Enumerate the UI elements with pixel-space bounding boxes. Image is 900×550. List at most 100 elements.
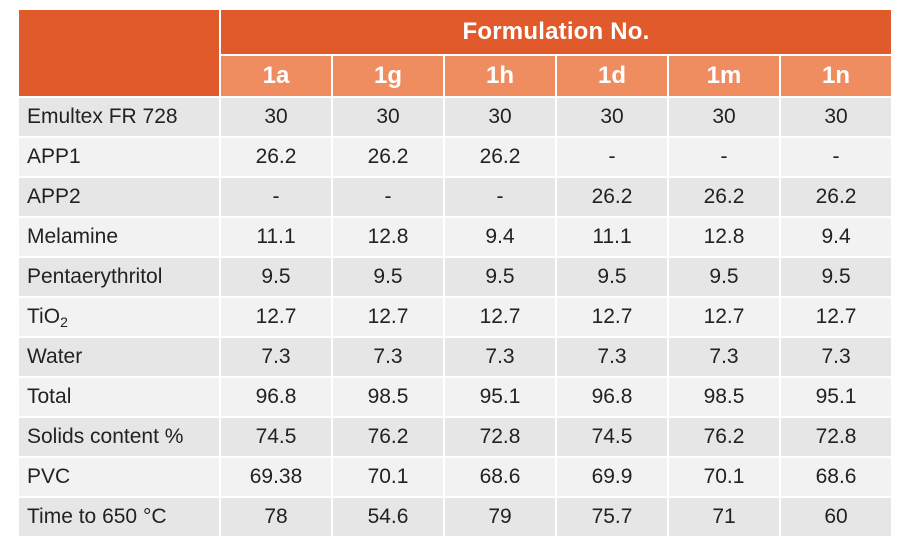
table-cell: 72.8 bbox=[781, 416, 892, 456]
table-cell: 60 bbox=[781, 496, 892, 536]
table-cell: 26.2 bbox=[221, 136, 331, 176]
table-cell: 12.7 bbox=[333, 296, 443, 336]
row-label-text: Water bbox=[27, 345, 83, 368]
table-header: Formulation No. 1a 1g 1h 1d 1m 1n bbox=[19, 10, 892, 96]
column-header: 1h bbox=[445, 54, 555, 96]
table-cell: 9.4 bbox=[781, 216, 892, 256]
table-cell: 70.1 bbox=[669, 456, 779, 496]
table-cell: 68.6 bbox=[781, 456, 892, 496]
row-label: Solids content % bbox=[19, 416, 219, 456]
row-label-text: Solids content % bbox=[27, 425, 184, 448]
row-label-text: PVC bbox=[27, 465, 71, 488]
table-cell: 11.1 bbox=[221, 216, 331, 256]
table-cell: 30 bbox=[557, 96, 667, 136]
table-cell: 76.2 bbox=[669, 416, 779, 456]
table-cell: 12.8 bbox=[669, 216, 779, 256]
row-label-text: APP2 bbox=[27, 185, 81, 208]
table-cell: 26.2 bbox=[445, 136, 555, 176]
column-header: 1n bbox=[781, 54, 892, 96]
row-label: Pentaerythritol bbox=[19, 256, 219, 296]
table-cell: 7.3 bbox=[781, 336, 892, 376]
row-label-text: APP1 bbox=[27, 145, 81, 168]
row-label: Total bbox=[19, 376, 219, 416]
table-cell: 69.9 bbox=[557, 456, 667, 496]
table-cell: 54.6 bbox=[333, 496, 443, 536]
table-cell: 72.8 bbox=[445, 416, 555, 456]
table-row: Melamine 11.1 12.8 9.4 11.1 12.8 9.4 bbox=[19, 216, 892, 256]
table-cell: 75.7 bbox=[557, 496, 667, 536]
formulation-table: Formulation No. 1a 1g 1h 1d 1m 1n Emulte… bbox=[17, 10, 893, 536]
table-cell: 78 bbox=[221, 496, 331, 536]
table-cell: 98.5 bbox=[669, 376, 779, 416]
table-cell: 26.2 bbox=[781, 176, 892, 216]
table-cell: 30 bbox=[333, 96, 443, 136]
row-label-subscript: 2 bbox=[60, 313, 68, 330]
table-cell: 96.8 bbox=[557, 376, 667, 416]
table-body: Emultex FR 728 30 30 30 30 30 30 APP1 26.2 26.2 26… bbox=[19, 96, 892, 536]
table-cell: 12.7 bbox=[221, 296, 331, 336]
table-cell: 7.3 bbox=[333, 336, 443, 376]
row-label: Melamine bbox=[19, 216, 219, 256]
table-row: Time to 650 °C 78 54.6 79 75.7 71 60 bbox=[19, 496, 892, 536]
table-cell: 7.3 bbox=[669, 336, 779, 376]
table-cell: 70.1 bbox=[333, 456, 443, 496]
table-cell: 79 bbox=[445, 496, 555, 536]
table-row: Total 96.8 98.5 95.1 96.8 98.5 95.1 bbox=[19, 376, 892, 416]
table-cell: 71 bbox=[669, 496, 779, 536]
table-cell: 69.38 bbox=[221, 456, 331, 496]
table-cell: 9.5 bbox=[445, 256, 555, 296]
row-label-text: Time to 650 °C bbox=[27, 505, 167, 528]
row-label-text: Pentaerythritol bbox=[27, 265, 163, 288]
row-label: APP1 bbox=[19, 136, 219, 176]
table-cell: - bbox=[781, 136, 892, 176]
column-header-row: 1a 1g 1h 1d 1m 1n bbox=[19, 54, 892, 96]
table-cell: 30 bbox=[445, 96, 555, 136]
row-label: Time to 650 °C bbox=[19, 496, 219, 536]
table-cell: 12.8 bbox=[333, 216, 443, 256]
table-cell: 26.2 bbox=[669, 176, 779, 216]
table-cell: 30 bbox=[669, 96, 779, 136]
table-cell: 30 bbox=[781, 96, 892, 136]
table-cell: 9.5 bbox=[781, 256, 892, 296]
row-label: Water bbox=[19, 336, 219, 376]
table-row: TiO2 12.7 12.7 12.7 12.7 12.7 12.7 bbox=[19, 296, 892, 336]
formulation-no-header: Formulation No. bbox=[221, 10, 892, 54]
table-cell: 95.1 bbox=[445, 376, 555, 416]
table-cell: 68.6 bbox=[445, 456, 555, 496]
row-label-text: TiO bbox=[27, 304, 61, 328]
formulation-table-container: Formulation No. 1a 1g 1h 1d 1m 1n Emulte… bbox=[17, 10, 892, 536]
table-cell: 9.5 bbox=[557, 256, 667, 296]
table-cell: 9.4 bbox=[445, 216, 555, 256]
table-cell: 7.3 bbox=[221, 336, 331, 376]
table-cell: - bbox=[669, 136, 779, 176]
table-cell: - bbox=[221, 176, 331, 216]
table-cell: - bbox=[557, 136, 667, 176]
row-label-text: Total bbox=[27, 385, 72, 408]
table-row: APP1 26.2 26.2 26.2- - - bbox=[19, 136, 892, 176]
table-cell: - bbox=[333, 176, 443, 216]
table-cell: 7.3 bbox=[557, 336, 667, 376]
table-cell: 9.5 bbox=[669, 256, 779, 296]
row-label: APP2 bbox=[19, 176, 219, 216]
table-row: Solids content % 74.5 76.2 72.8 74.5 76.2 72.8 bbox=[19, 416, 892, 456]
table-cell: 12.7 bbox=[445, 296, 555, 336]
table-cell: 74.5 bbox=[221, 416, 331, 456]
column-header: 1d bbox=[557, 54, 667, 96]
table-cell: - bbox=[445, 176, 555, 216]
table-row: PVC 69.38 70.1 68.6 69.9 70.1 68.6 bbox=[19, 456, 892, 496]
table-row: Pentaerythritol 9.5 9.5 9.5 9.5 9.5 9.5 bbox=[19, 256, 892, 296]
row-label: PVC bbox=[19, 456, 219, 496]
table-cell: 7.3 bbox=[445, 336, 555, 376]
header-corner-cell bbox=[19, 10, 219, 96]
table-cell: 74.5 bbox=[557, 416, 667, 456]
table-cell: 11.1 bbox=[557, 216, 667, 256]
table-cell: 12.7 bbox=[557, 296, 667, 336]
table-row: Emultex FR 728 30 30 30 30 30 30 bbox=[19, 96, 892, 136]
table-row: Water 7.3 7.3 7.3 7.3 7.3 7.3 bbox=[19, 336, 892, 376]
row-label: Emultex FR 728 bbox=[19, 96, 219, 136]
table-cell: 95.1 bbox=[781, 376, 892, 416]
table-cell: 26.2 bbox=[333, 136, 443, 176]
super-header-row: Formulation No. bbox=[19, 10, 892, 96]
column-header: 1m bbox=[669, 54, 779, 96]
table-cell: 9.5 bbox=[333, 256, 443, 296]
